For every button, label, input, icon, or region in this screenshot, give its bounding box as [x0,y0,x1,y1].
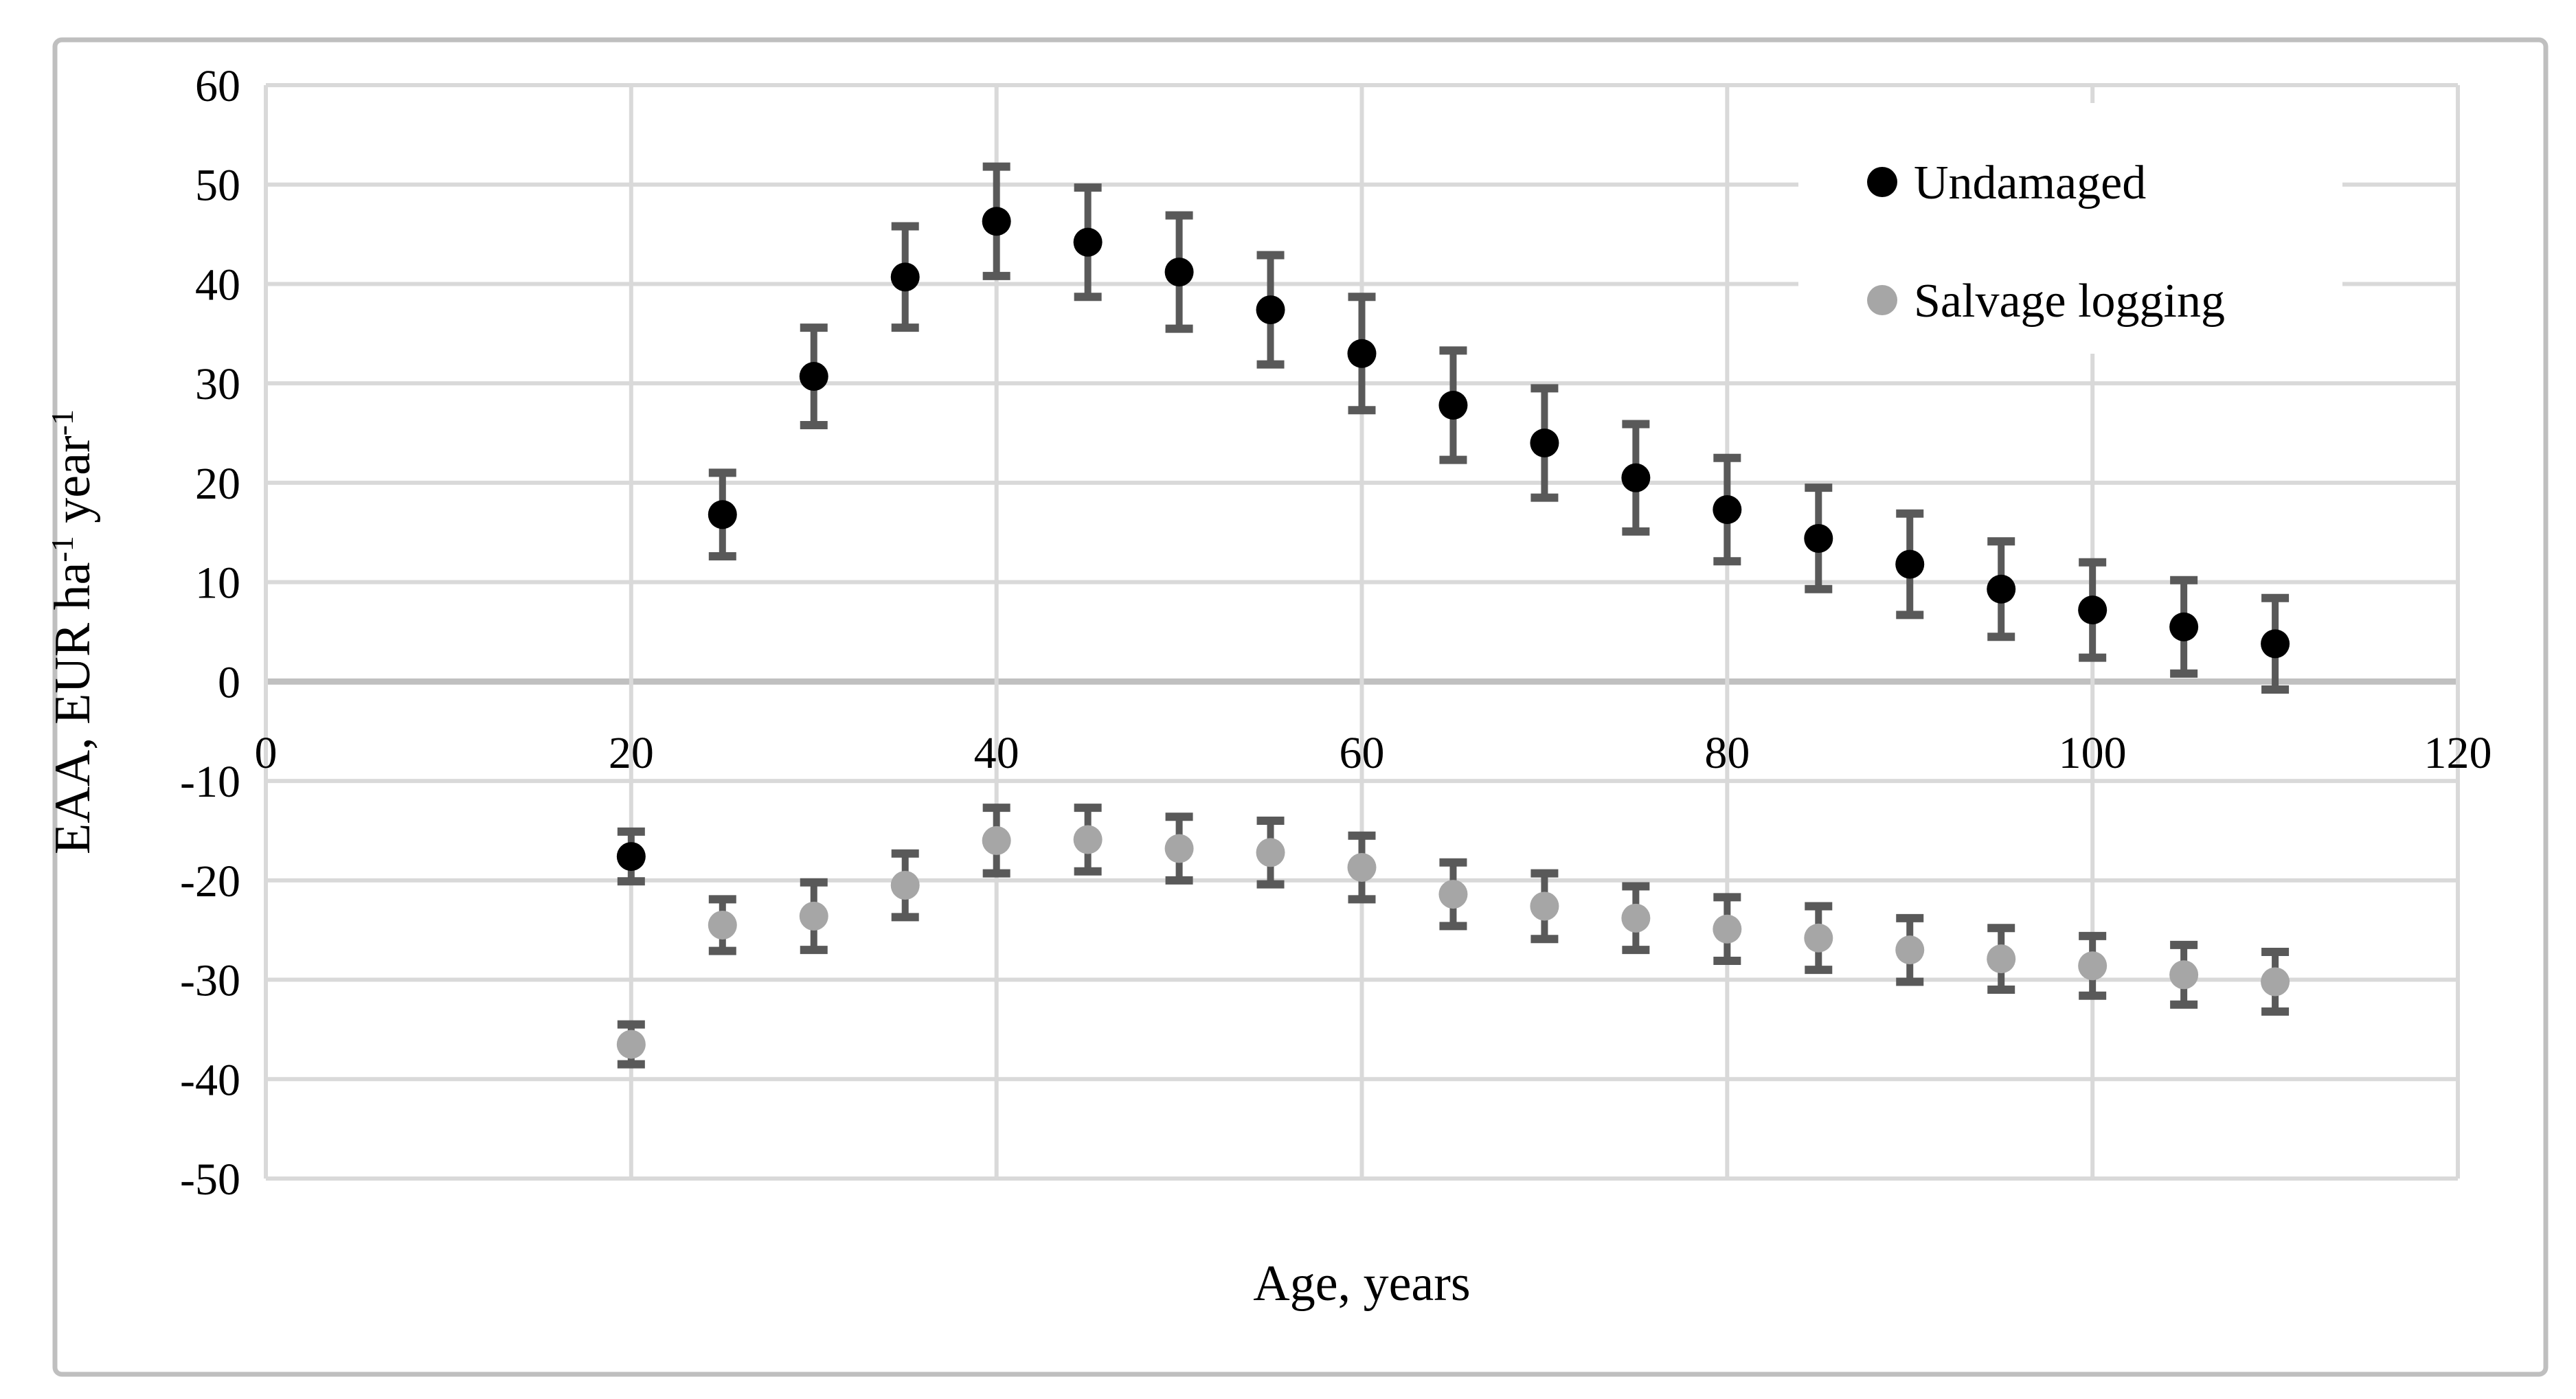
marker-undamaged-40 [982,207,1011,236]
marker-salvage-logging-90 [1895,935,1925,965]
x-axis-title: Age, years [1253,1255,1470,1312]
marker-salvage-logging-110 [2261,967,2290,997]
y-tick-label--40: -40 [180,1055,240,1105]
x-tick-label-0: 0 [255,728,278,778]
marker-salvage-logging-50 [1164,834,1194,863]
marker-salvage-logging-60 [1347,853,1377,883]
x-tick-label-40: 40 [974,728,1019,778]
marker-salvage-logging-65 [1438,880,1468,909]
y-tick-label-20: 20 [195,459,240,509]
marker-salvage-logging-80 [1713,914,1742,944]
figure-border [52,37,2549,1377]
marker-undamaged-75 [1621,463,1651,492]
marker-undamaged-30 [799,362,828,391]
y-tick-label--50: -50 [180,1155,240,1205]
y-tick-label-10: 10 [195,558,240,608]
marker-undamaged-55 [1256,295,1285,325]
marker-undamaged-60 [1347,339,1377,368]
marker-undamaged-70 [1530,429,1559,458]
marker-undamaged-25 [708,500,737,530]
marker-undamaged-65 [1438,391,1468,420]
marker-salvage-logging-105 [2169,960,2199,990]
marker-salvage-logging-95 [1987,944,2016,974]
marker-undamaged-45 [1073,227,1103,257]
legend-label-salvage-logging: Salvage logging [1914,275,2225,328]
y-axis-title: EAA, EUR ha-1 year-1 [45,409,101,854]
y-tick-label-30: 30 [195,359,240,409]
x-tick-label-60: 60 [1340,728,1385,778]
series-salvage-logging [616,804,2290,1069]
marker-undamaged-105 [2169,612,2199,641]
marker-undamaged-100 [2078,595,2108,625]
y-tick-label-40: 40 [195,260,240,310]
marker-salvage-logging-75 [1621,903,1651,933]
marker-salvage-logging-55 [1256,838,1285,867]
marker-undamaged-80 [1713,494,1742,524]
marker-salvage-logging-30 [799,901,828,931]
x-tick-label-120: 120 [2424,728,2492,778]
marker-undamaged-85 [1804,523,1833,553]
marker-salvage-logging-40 [982,826,1011,855]
series-undamaged [616,162,2290,886]
y-tick-label--20: -20 [180,856,240,907]
y-tick-label--30: -30 [180,956,240,1006]
marker-salvage-logging-35 [890,871,920,900]
marker-undamaged-35 [890,262,920,292]
marker-salvage-logging-20 [616,1030,646,1059]
y-tick-label-0: 0 [218,657,240,707]
marker-salvage-logging-85 [1804,923,1833,953]
y-tick-label-60: 60 [195,61,240,111]
marker-undamaged-20 [616,842,646,872]
y-tick-label-50: 50 [195,161,240,211]
marker-undamaged-95 [1987,574,2016,604]
marker-salvage-logging-70 [1530,891,1559,921]
legend-marker-salvage-logging [1867,285,1897,315]
marker-salvage-logging-25 [708,910,737,940]
marker-undamaged-110 [2261,629,2290,659]
legend-marker-undamaged [1867,167,1897,197]
y-tick-label--10: -10 [180,757,240,807]
legend-label-undamaged: Undamaged [1914,157,2146,209]
x-tick-label-80: 80 [1704,728,1750,778]
marker-salvage-logging-100 [2078,951,2108,981]
x-tick-label-20: 20 [609,728,654,778]
marker-undamaged-50 [1164,258,1194,287]
x-tick-label-100: 100 [2059,728,2127,778]
legend: Undamaged Salvage logging [1867,157,2225,328]
marker-undamaged-90 [1895,549,1925,579]
marker-salvage-logging-45 [1073,825,1103,854]
